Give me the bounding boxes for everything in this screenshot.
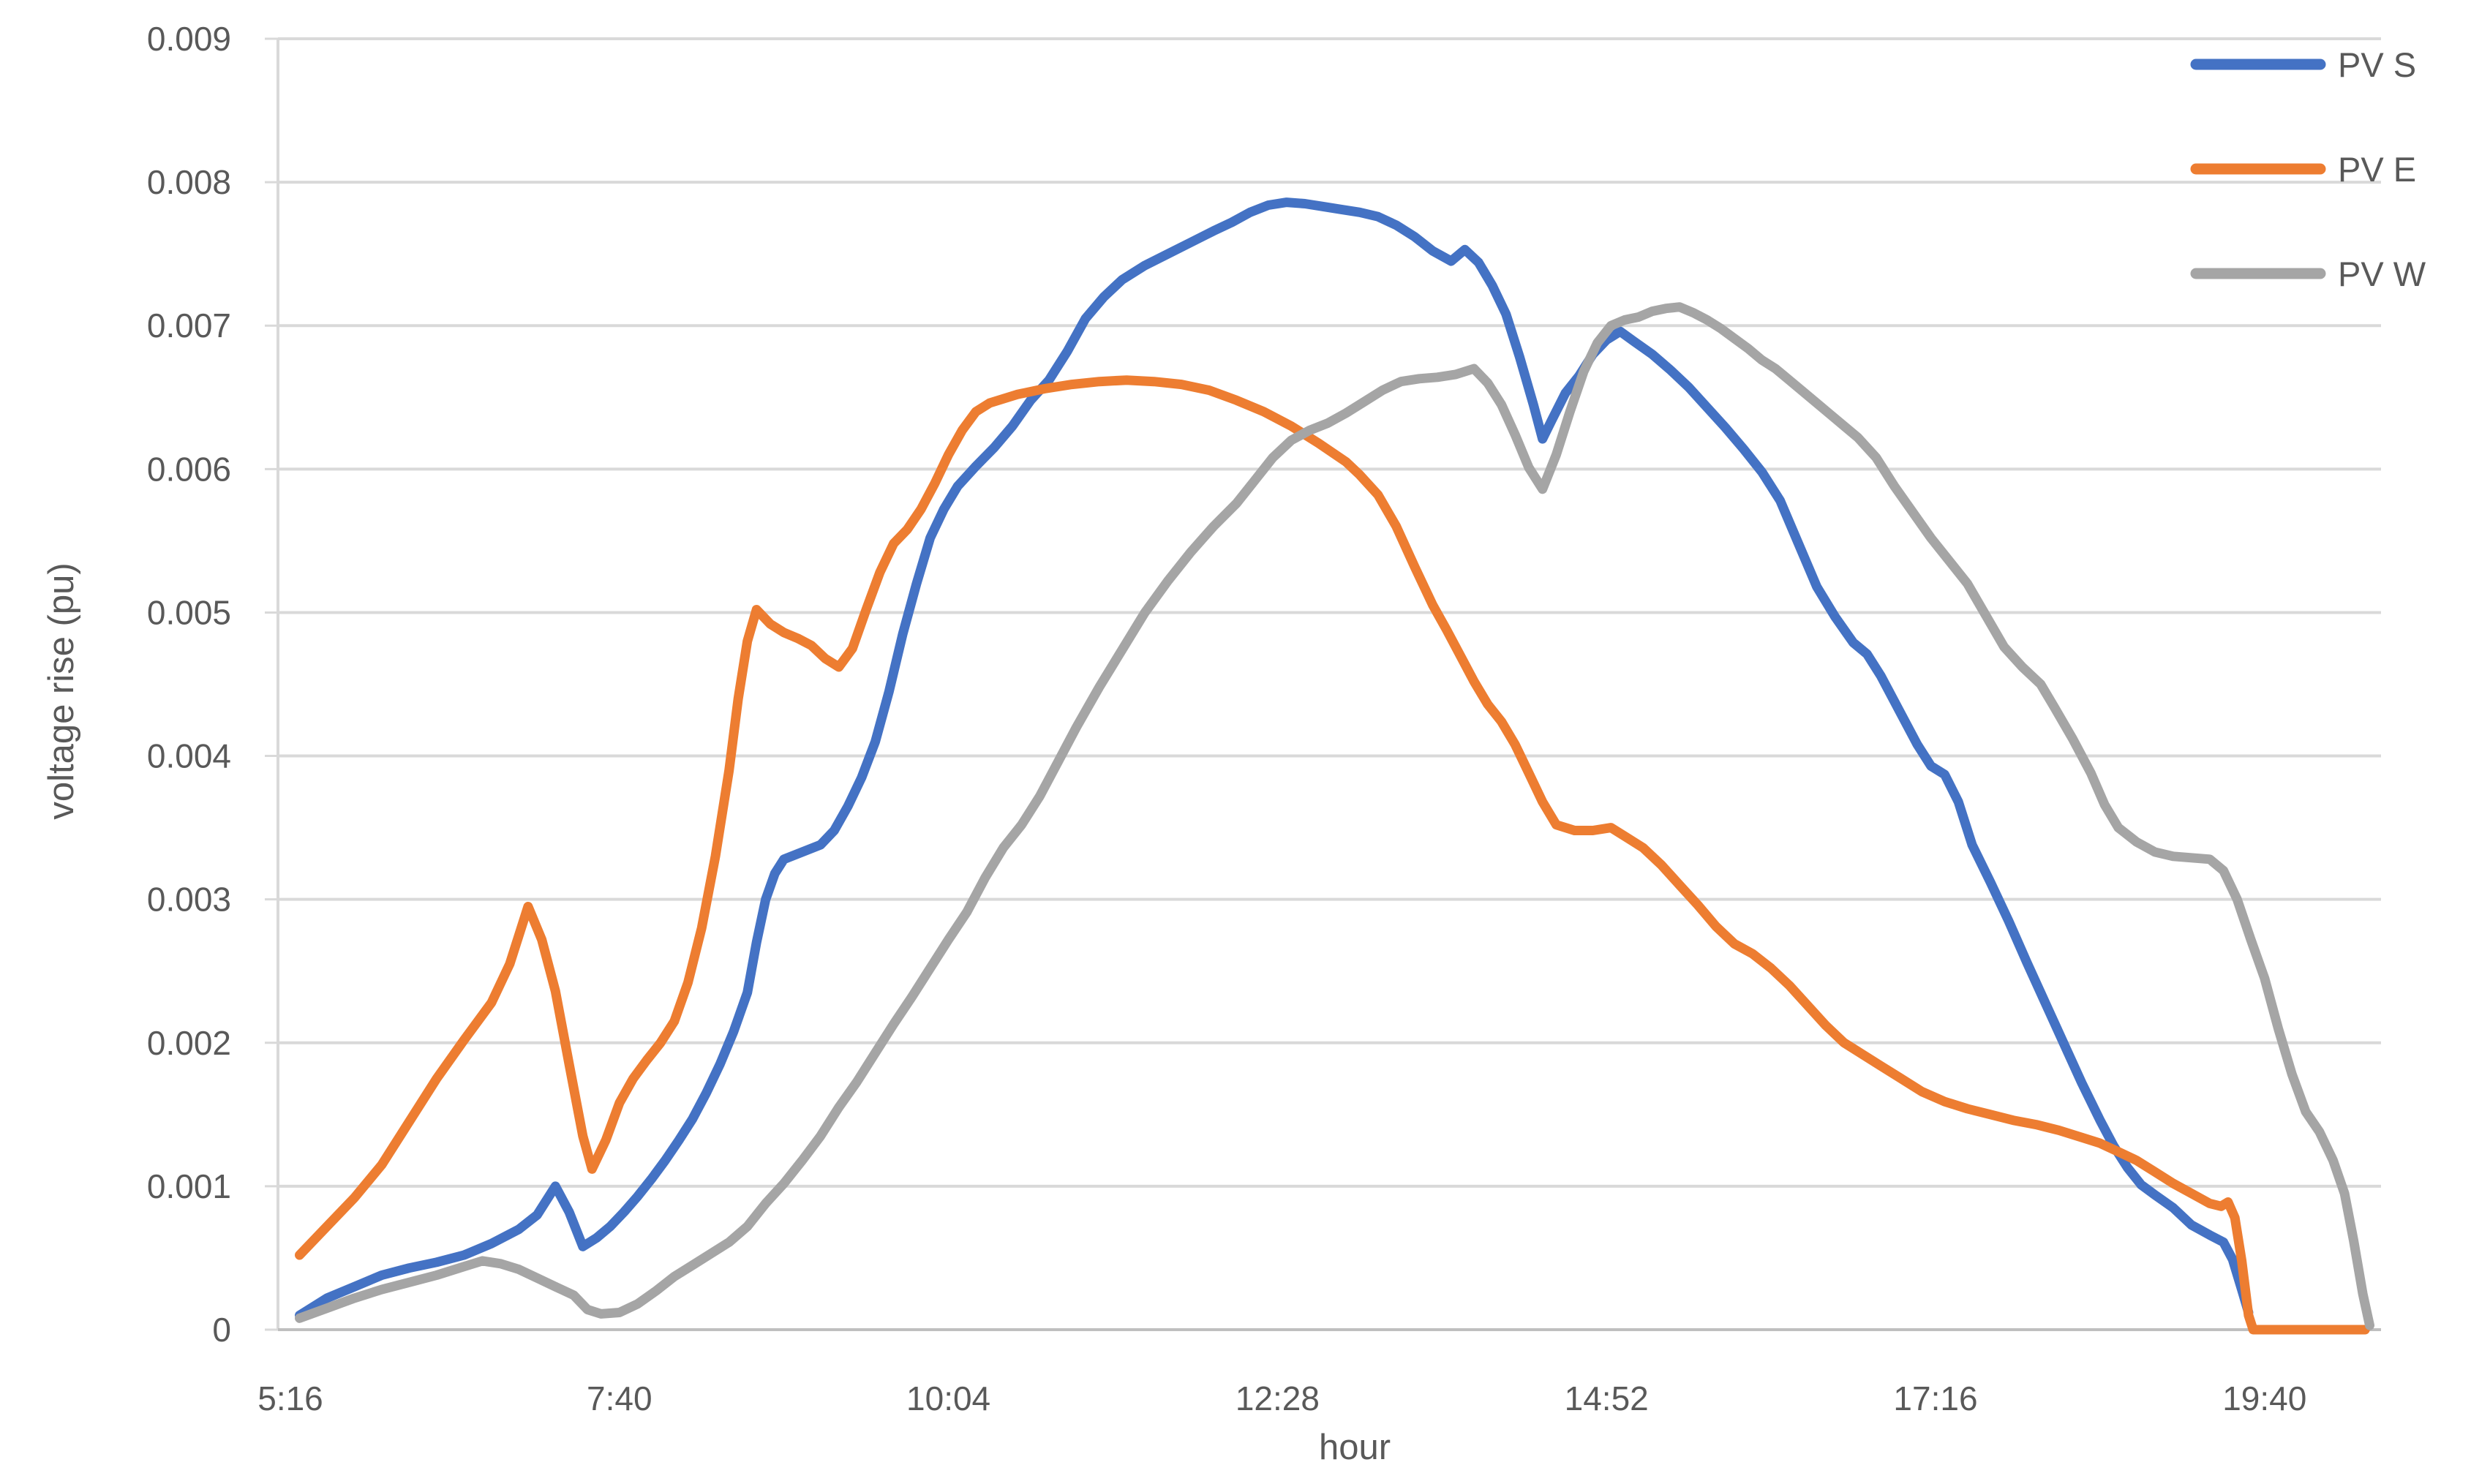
y-tick-label-0.001: 0.001 [147, 1167, 231, 1205]
y-tick-label-0.003: 0.003 [147, 881, 231, 919]
y-tick-label-0.004: 0.004 [147, 737, 231, 775]
y-tick-label-0.005: 0.005 [147, 593, 231, 631]
x-tick-label-19:40: 19:40 [2222, 1379, 2306, 1417]
y-axis-tick-labels: 0 0.001 0.002 0.003 0.004 0.005 0.006 0.007 0.00… [147, 20, 231, 1349]
y-tick-label-0.007: 0.007 [147, 306, 231, 344]
legend-item-pv-w[interactable]: PV W [2190, 255, 2426, 293]
gridlines [278, 37, 2381, 1188]
x-axis-tick-labels: 5:16 7:40 10:04 12:28 14:52 17:16 19:40 [257, 1379, 2306, 1417]
y-tick-label-0: 0 [212, 1311, 231, 1349]
x-tick-label-7:40: 7:40 [587, 1379, 652, 1417]
y-tick-label-0.002: 0.002 [147, 1024, 231, 1062]
legend-item-pv-s[interactable]: PV S [2190, 45, 2416, 84]
data-series [295, 197, 2374, 1335]
series-line-pv-s[interactable] [295, 197, 2254, 1320]
legend-label-pv-e: PV E [2338, 150, 2416, 189]
x-tick-label-5:16: 5:16 [257, 1379, 323, 1417]
legend-item-pv-e[interactable]: PV E [2190, 150, 2416, 189]
y-tick-label-0.006: 0.006 [147, 450, 231, 488]
x-tick-label-10:04: 10:04 [906, 1379, 990, 1417]
y-axis-title: voltage rise (pu) [42, 562, 81, 819]
x-tick-label-17:16: 17:16 [1893, 1379, 1977, 1417]
legend-label-pv-s: PV S [2338, 45, 2416, 84]
axes [265, 37, 2381, 1331]
x-tick-label-14:52: 14:52 [1565, 1379, 1649, 1417]
x-tick-label-12:28: 12:28 [1236, 1379, 1320, 1417]
legend: PV S PV E PV W [2190, 45, 2426, 293]
y-tick-label-0.009: 0.009 [147, 20, 231, 58]
legend-label-pv-w: PV W [2338, 255, 2426, 293]
series-line-pv-w[interactable] [295, 302, 2374, 1330]
y-tick-label-0.008: 0.008 [147, 163, 231, 201]
series-line-pv-e[interactable] [295, 375, 2370, 1335]
x-axis-title: hour [1319, 1428, 1391, 1467]
